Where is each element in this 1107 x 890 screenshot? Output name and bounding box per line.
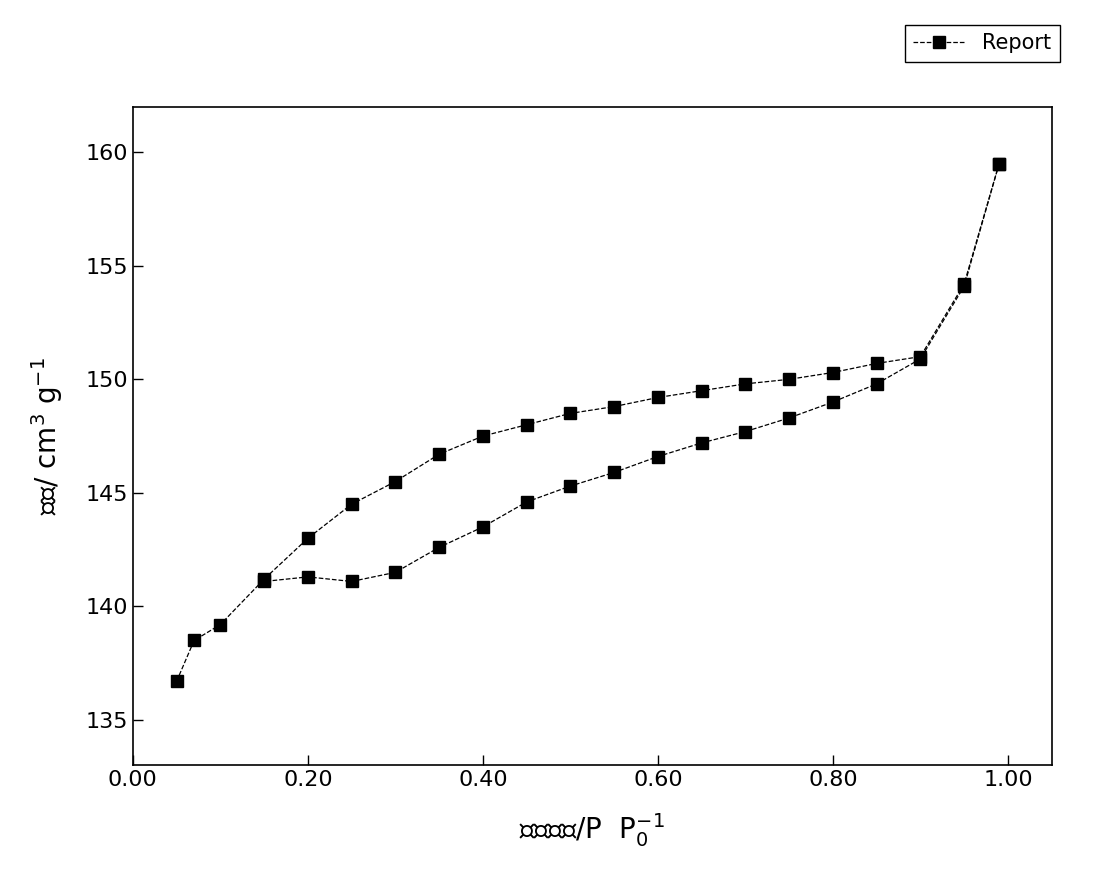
- Report: [214, 619, 227, 630]
- Legend: Report: Report: [906, 25, 1059, 61]
- Y-axis label: 体积/ cm$^3$ g$^{-1}$: 体积/ cm$^3$ g$^{-1}$: [29, 357, 64, 515]
- Report: [695, 385, 708, 396]
- Report: [738, 378, 752, 389]
- Report: [563, 408, 577, 418]
- Report: [258, 574, 271, 585]
- Report: [783, 374, 796, 384]
- Report: [993, 158, 1006, 169]
- Report: [345, 499, 359, 510]
- Line: Report: Report: [172, 158, 1005, 687]
- Report: [913, 352, 927, 362]
- Report: [389, 476, 402, 487]
- Report: [608, 401, 621, 412]
- Report: [826, 368, 839, 378]
- Report: [170, 676, 184, 687]
- Report: [476, 431, 489, 441]
- Report: [958, 279, 971, 289]
- Report: [651, 392, 664, 403]
- Report: [301, 533, 314, 544]
- Report: [433, 449, 446, 459]
- Report: [520, 419, 534, 430]
- Report: [187, 635, 200, 646]
- Report: [870, 358, 883, 368]
- X-axis label: 相对压力/P  P$_0^{-1}$: 相对压力/P P$_0^{-1}$: [519, 811, 665, 849]
